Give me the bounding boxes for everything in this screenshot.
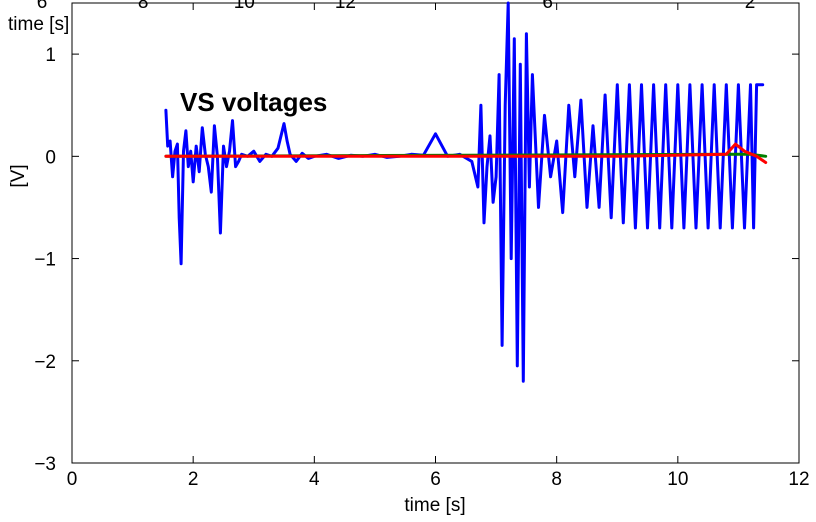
top-x-tick-label: 10 — [234, 0, 255, 13]
top-x-tick-labels: 6 8 10 12 6 2 — [37, 0, 756, 13]
series-line-0 — [164, 1, 765, 383]
top-x-tick-label: 2 — [745, 0, 756, 13]
y-tick-label: 0 — [45, 147, 56, 168]
main-chart: 0 2 4 6 8 10 12 −3−2−101 VS voltages time [s] … — [8, 1, 810, 516]
x-axis-ticks: 0 2 4 6 8 10 12 — [67, 3, 810, 490]
y-tick-label: −3 — [34, 454, 56, 475]
x-tick-label: 10 — [667, 469, 688, 490]
series-line-2 — [164, 142, 768, 164]
series-lines — [164, 1, 768, 383]
x-tick-label: 4 — [309, 469, 320, 490]
x-tick-label: 8 — [551, 469, 562, 490]
top-chart-remnant: 6 8 10 12 6 2 time [s] — [8, 0, 755, 35]
y-tick-label: 1 — [45, 45, 56, 66]
top-x-tick-label: 6 — [37, 0, 48, 13]
x-tick-label: 2 — [188, 469, 199, 490]
top-x-tick-label: 6 — [542, 0, 553, 13]
top-x-axis-label: time [s] — [8, 14, 69, 35]
y-tick-label: −2 — [34, 352, 56, 373]
y-tick-label: −1 — [34, 250, 56, 271]
x-tick-label: 6 — [430, 469, 441, 490]
top-x-tick-label: 12 — [335, 0, 356, 13]
top-x-tick-label: 8 — [138, 0, 149, 13]
y-axis-ticks: −3 −2 −1 0 1 — [34, 45, 799, 475]
chart-annotation: VS voltages — [180, 87, 327, 117]
x-tick-label: 12 — [788, 469, 809, 490]
x-tick-label: 0 — [67, 469, 78, 490]
x-axis-label: time [s] — [404, 495, 465, 516]
y-axis-label: [V] — [8, 164, 29, 187]
